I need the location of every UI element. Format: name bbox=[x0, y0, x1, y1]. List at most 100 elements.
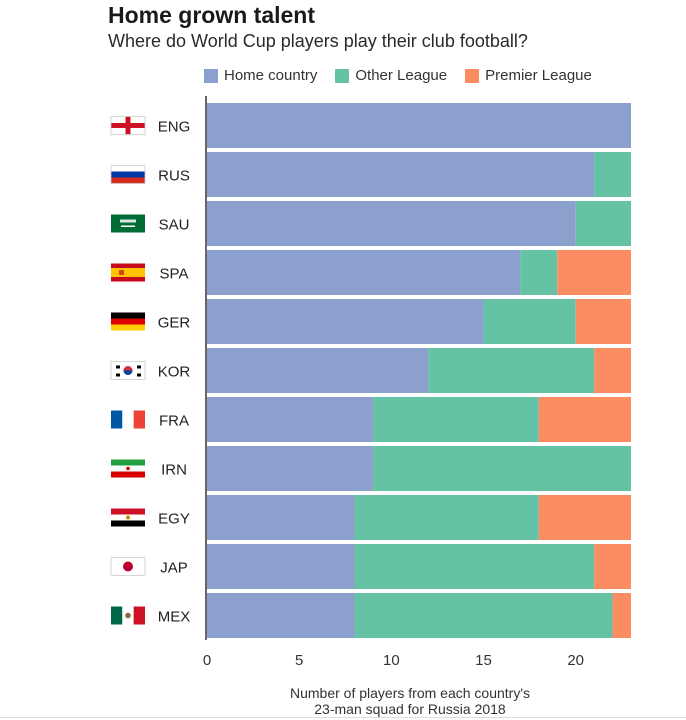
mexico-flag bbox=[111, 606, 145, 625]
korea-trigram-3 bbox=[137, 373, 141, 377]
bar-irn-other bbox=[372, 446, 631, 491]
saudi-arabia-flag bbox=[111, 214, 145, 233]
germany-flag bbox=[111, 312, 145, 331]
iran-flag bbox=[111, 459, 145, 478]
x-tick-label-20: 20 bbox=[567, 652, 584, 669]
bar-egy-home bbox=[207, 495, 355, 540]
x-axis-label-line-2: 23-man squad for Russia 2018 bbox=[314, 701, 506, 717]
russia-blue bbox=[111, 171, 145, 178]
japan-sun bbox=[123, 561, 133, 572]
bar-egy-other bbox=[354, 495, 539, 540]
bar-fra-home bbox=[207, 397, 373, 442]
bar-rus-other bbox=[594, 152, 631, 197]
mexico-emblem bbox=[125, 612, 131, 619]
stacked-bar-chart: ENG RUS SAU SPA GER KOR FRA IRN EGY JAP MEX 0 5 10 15 2… bbox=[110, 96, 631, 669]
germany-gold bbox=[111, 324, 145, 331]
legend-swatch-premier bbox=[465, 68, 480, 83]
category-label-sau: SAU bbox=[159, 217, 190, 234]
france-red bbox=[133, 410, 145, 429]
egypt-red bbox=[111, 508, 145, 515]
egypt-black bbox=[111, 520, 145, 527]
mexico-red bbox=[133, 606, 145, 625]
legend-item-home: Home country bbox=[204, 67, 317, 84]
russia-white bbox=[111, 165, 145, 172]
russia-flag-border bbox=[110, 165, 146, 184]
japan-flag bbox=[110, 557, 146, 576]
category-label-rus: RUS bbox=[158, 168, 190, 185]
x-axis-label-line-1: Number of players from each country's bbox=[290, 685, 530, 701]
england-cross-h bbox=[111, 123, 145, 128]
bar-mex-home bbox=[207, 593, 355, 638]
mexico-green bbox=[111, 606, 123, 625]
bar-kor-home bbox=[207, 348, 429, 393]
egypt-eagle bbox=[126, 515, 130, 520]
x-axis-label: Number of players from each country's 23… bbox=[210, 685, 610, 717]
bar-ger-other bbox=[483, 299, 576, 344]
japan-flag-border bbox=[110, 557, 146, 576]
legend-swatch-other bbox=[335, 68, 350, 83]
bar-jap-premier bbox=[594, 544, 631, 589]
bar-kor-other bbox=[428, 348, 595, 393]
france-white bbox=[122, 410, 134, 429]
legend-item-other: Other League bbox=[335, 67, 447, 84]
iran-red bbox=[111, 471, 145, 478]
x-tick-label-5: 5 bbox=[295, 652, 303, 669]
category-label-irn: IRN bbox=[161, 462, 187, 479]
bar-spa-home bbox=[207, 250, 521, 295]
egypt-flag bbox=[111, 508, 145, 527]
bar-mex-other bbox=[354, 593, 613, 638]
korea-trigram-1 bbox=[137, 365, 141, 369]
bar-spa-other bbox=[520, 250, 558, 295]
bar-fra-premier bbox=[538, 397, 631, 442]
korea-taeguk-blue bbox=[123, 370, 133, 375]
spain-yellow bbox=[111, 268, 145, 277]
bottom-divider bbox=[0, 717, 686, 718]
category-label-fra: FRA bbox=[159, 413, 189, 430]
saudi-sword bbox=[121, 225, 135, 227]
saudi-field bbox=[111, 214, 145, 233]
bar-fra-other bbox=[372, 397, 539, 442]
bar-kor-premier bbox=[594, 348, 631, 393]
france-flag bbox=[111, 410, 145, 429]
south-korea-flag-border bbox=[110, 361, 146, 380]
bar-egy-premier bbox=[538, 495, 631, 540]
category-label-spa: SPA bbox=[160, 266, 189, 283]
germany-black bbox=[111, 312, 145, 319]
x-tick-label-0: 0 bbox=[203, 652, 211, 669]
spain-emblem bbox=[119, 270, 124, 275]
bar-sau-other bbox=[575, 201, 631, 246]
category-label-egy: EGY bbox=[158, 511, 190, 528]
iran-green bbox=[111, 459, 145, 466]
bars-group bbox=[207, 103, 631, 638]
russia-flag bbox=[110, 165, 146, 184]
legend: Home country Other League Premier League bbox=[204, 67, 610, 84]
bar-sau-home bbox=[207, 201, 576, 246]
x-tick-label-10: 10 bbox=[383, 652, 400, 669]
france-blue bbox=[111, 410, 123, 429]
chart-title: Home grown talent bbox=[108, 2, 316, 28]
legend-label-other: Other League bbox=[355, 67, 448, 84]
x-tick-label-15: 15 bbox=[475, 652, 492, 669]
bar-irn-home bbox=[207, 446, 373, 491]
category-label-jap: JAP bbox=[160, 560, 188, 577]
germany-red bbox=[111, 318, 145, 325]
bar-mex-premier bbox=[612, 593, 631, 638]
bar-jap-other bbox=[354, 544, 595, 589]
bar-ger-home bbox=[207, 299, 484, 344]
england-flag-border bbox=[110, 116, 146, 135]
legend-swatch-home bbox=[204, 68, 218, 83]
bar-spa-premier bbox=[557, 250, 631, 295]
iran-emblem bbox=[126, 466, 130, 471]
england-flag bbox=[110, 116, 146, 135]
saudi-script bbox=[120, 219, 136, 223]
category-label-ger: GER bbox=[158, 315, 191, 332]
category-label-eng: ENG bbox=[158, 119, 191, 136]
category-label-kor: KOR bbox=[158, 364, 191, 381]
bar-rus-home bbox=[207, 152, 595, 197]
bar-jap-home bbox=[207, 544, 355, 589]
korea-trigram-0 bbox=[116, 365, 120, 369]
spain-flag bbox=[111, 263, 145, 282]
korea-trigram-2 bbox=[116, 373, 120, 377]
bar-eng-home bbox=[207, 103, 631, 148]
legend-item-premier: Premier League bbox=[465, 67, 592, 84]
